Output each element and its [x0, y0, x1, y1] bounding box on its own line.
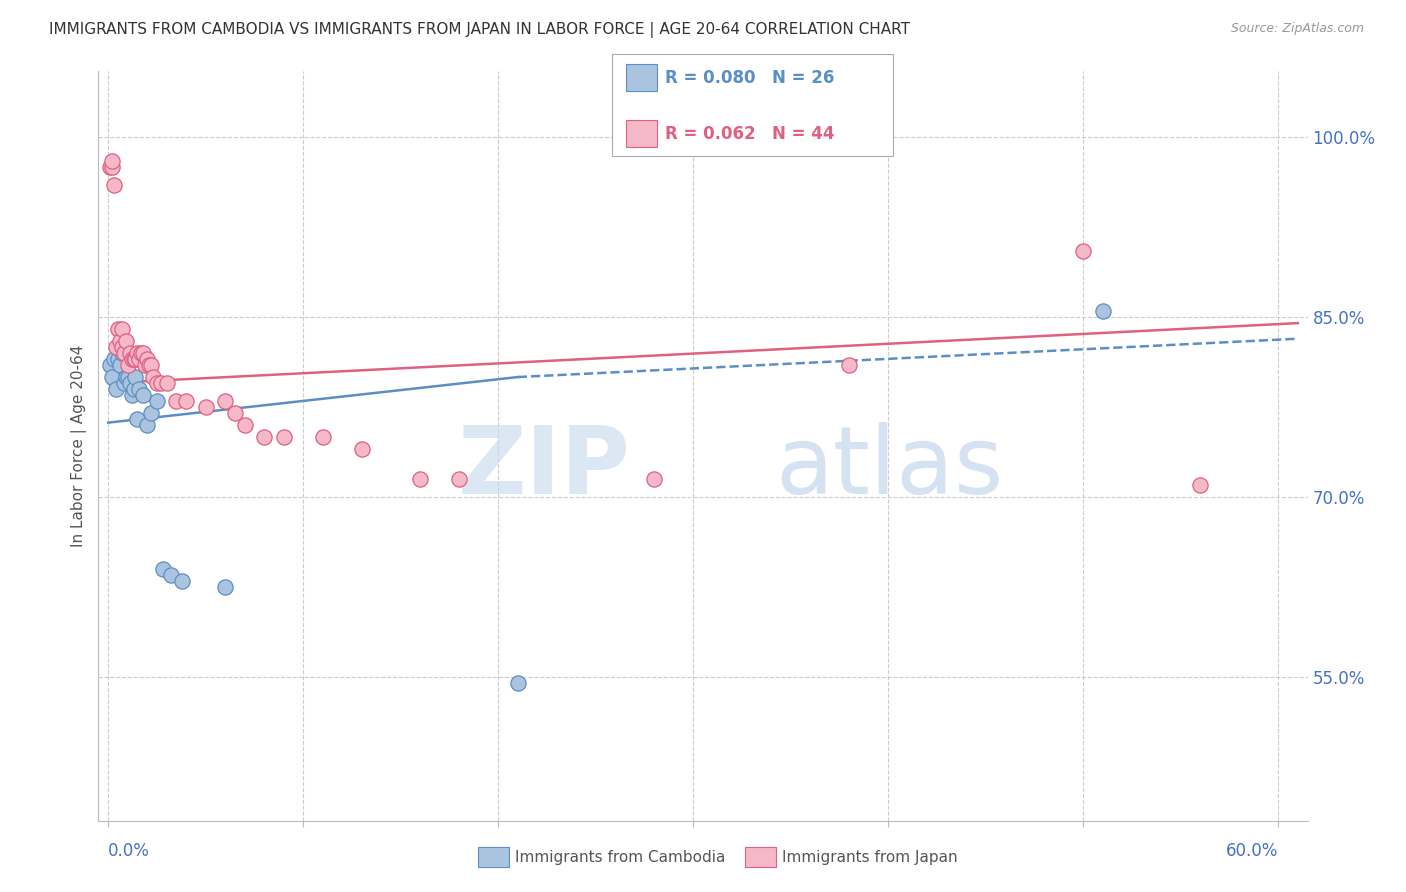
Point — [121, 352, 143, 367]
Point — [127, 412, 149, 426]
Point — [312, 430, 335, 444]
Point — [131, 346, 153, 360]
Point — [142, 370, 165, 384]
Point — [156, 376, 179, 390]
Point — [98, 358, 121, 372]
Text: R = 0.080: R = 0.080 — [665, 69, 755, 87]
Point — [124, 352, 146, 367]
Text: R = 0.062: R = 0.062 — [665, 125, 755, 143]
Point — [139, 406, 162, 420]
Point — [214, 580, 236, 594]
Text: IMMIGRANTS FROM CAMBODIA VS IMMIGRANTS FROM JAPAN IN LABOR FORCE | AGE 20-64 COR: IMMIGRANTS FROM CAMBODIA VS IMMIGRANTS F… — [49, 22, 910, 38]
Point — [127, 346, 149, 360]
Point — [121, 388, 143, 402]
Point — [103, 352, 125, 367]
Point — [253, 430, 276, 444]
Point — [98, 161, 121, 175]
Point — [149, 376, 172, 390]
Point — [233, 417, 256, 432]
Point — [132, 346, 155, 360]
Text: N = 44: N = 44 — [772, 125, 834, 143]
Point — [128, 352, 150, 367]
Point — [118, 376, 141, 390]
Y-axis label: In Labor Force | Age 20-64: In Labor Force | Age 20-64 — [72, 345, 87, 547]
Point — [111, 340, 134, 354]
Text: atlas: atlas — [776, 423, 1004, 515]
Text: Immigrants from Cambodia: Immigrants from Cambodia — [515, 850, 725, 864]
Point — [107, 352, 129, 367]
Text: Source: ZipAtlas.com: Source: ZipAtlas.com — [1230, 22, 1364, 36]
Point — [128, 382, 150, 396]
Point — [104, 382, 127, 396]
Text: N = 26: N = 26 — [772, 69, 834, 87]
Point — [112, 376, 135, 390]
Point — [107, 322, 129, 336]
Point — [111, 322, 134, 336]
Point — [134, 358, 156, 372]
Point — [122, 382, 145, 396]
Point — [1189, 478, 1212, 492]
Point — [165, 394, 187, 409]
Point — [132, 388, 155, 402]
Point — [506, 675, 529, 690]
Point — [108, 334, 131, 348]
Point — [136, 417, 159, 432]
Point — [124, 370, 146, 384]
Point — [224, 406, 246, 420]
Point — [114, 370, 136, 384]
Text: Immigrants from Japan: Immigrants from Japan — [782, 850, 957, 864]
Point — [1071, 244, 1094, 259]
Point — [101, 370, 124, 384]
Point — [449, 472, 471, 486]
Point — [138, 358, 160, 372]
Point — [194, 400, 217, 414]
Text: 0.0%: 0.0% — [108, 842, 150, 860]
Point — [214, 394, 236, 409]
Point — [108, 358, 131, 372]
Point — [172, 574, 194, 588]
Point — [838, 358, 860, 372]
Point — [101, 161, 124, 175]
Point — [103, 178, 125, 193]
Point — [409, 472, 432, 486]
Point — [1091, 304, 1114, 318]
Point — [146, 376, 169, 390]
Point — [117, 370, 139, 384]
Text: ZIP: ZIP — [457, 423, 630, 515]
Text: 60.0%: 60.0% — [1226, 842, 1278, 860]
Point — [117, 358, 139, 372]
Point — [643, 472, 665, 486]
Point — [159, 567, 181, 582]
Point — [174, 394, 197, 409]
Point — [146, 394, 169, 409]
Point — [104, 340, 127, 354]
Point — [122, 352, 145, 367]
Point — [114, 334, 136, 348]
Point — [111, 346, 134, 360]
Point — [136, 352, 159, 367]
Point — [273, 430, 295, 444]
Point — [101, 154, 124, 169]
Point — [118, 346, 141, 360]
Point — [152, 562, 174, 576]
Point — [112, 346, 135, 360]
Point — [139, 358, 162, 372]
Point — [350, 442, 373, 456]
